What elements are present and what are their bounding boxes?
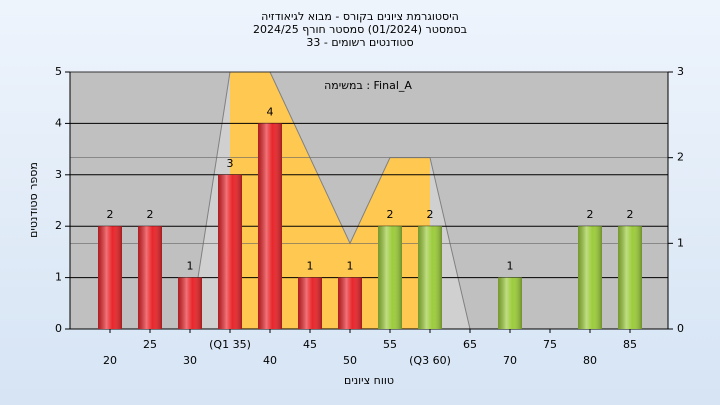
title-line: בסמסטר (01/2024) סמסטר חורף 2024/25 [253,23,467,36]
y-tick-label: 1 [55,271,62,284]
bar-shade [298,277,322,329]
x-tick-label: 75 [543,338,557,351]
x-tick-label: (Q3 60) [409,354,451,367]
bar-shade [378,226,402,329]
y2-tick-label: 0 [677,322,684,335]
x-tick-label: 50 [343,354,357,367]
x-tick-label: 65 [463,338,477,351]
bar-value-label: 1 [507,260,514,273]
x-tick-label: 40 [263,354,277,367]
y-tick-label: 5 [55,65,62,78]
x-tick-label: 45 [303,338,317,351]
y2-tick-label: 3 [677,65,684,78]
y-tick-label: 4 [55,116,62,129]
bar-shade [618,226,642,329]
y-tick-label: 3 [55,168,62,181]
y-tick-label: 2 [55,219,62,232]
bar-value-label: 3 [227,157,234,170]
bar-value-label: 1 [307,260,314,273]
annotation: במשימה : Final_A [324,79,412,92]
bar-value-label: 2 [427,208,434,221]
bar-shade [578,226,602,329]
y-tick-label: 0 [55,322,62,335]
bar-value-label: 1 [187,260,194,273]
bar-value-label: 1 [347,260,354,273]
y2-tick-label: 2 [677,151,684,164]
x-tick-label: 25 [143,338,157,351]
bar-value-label: 2 [587,208,594,221]
bar-value-label: 2 [107,208,114,221]
x-tick-label: 85 [623,338,637,351]
x-tick-label: 30 [183,354,197,367]
bar-value-label: 2 [387,208,394,221]
title-line: היסטוגרמת ציונים בקורס - מבוא לגיאודזיה [261,10,459,23]
bar-shade [258,123,282,330]
bar-value-label: 4 [267,105,274,118]
x-tick-label: (Q1 35) [209,338,251,351]
x-tick-label: 55 [383,338,397,351]
y-axis-label: מספר סטודנטים [27,162,40,238]
x-tick-label: 20 [103,354,117,367]
bar-shade [418,226,442,329]
x-tick-label: 80 [583,354,597,367]
title-line: סטודנטים רשומים - 33 [306,36,413,49]
bar-shade [98,226,122,329]
bar-value-label: 2 [147,208,154,221]
bar-shade [138,226,162,329]
bar-shade [498,277,522,329]
bar-shade [178,277,202,329]
bar-shade [338,277,362,329]
x-tick-label: 70 [503,354,517,367]
bar-value-label: 2 [627,208,634,221]
x-axis-label: טווח ציונים [344,374,394,387]
bar-shade [218,174,242,329]
y2-tick-label: 1 [677,236,684,249]
